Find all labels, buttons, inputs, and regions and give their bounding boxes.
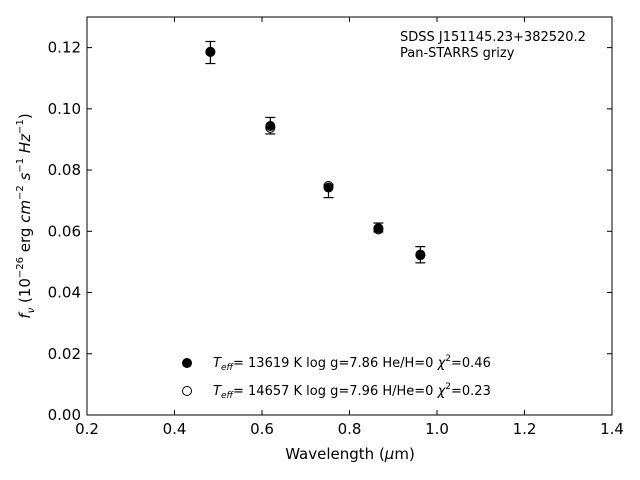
legend-label-open: Teff= 14657 K log g=7.96 H/He=0 χ2=0.23: [213, 382, 491, 401]
data-points: [205, 46, 426, 261]
y-tick-label: 0.02: [48, 345, 81, 363]
y-tick-label: 0.00: [48, 406, 81, 424]
model-point-filled: [415, 249, 426, 260]
x-tick-label: 1.2: [513, 420, 537, 438]
x-tick-label: 0.8: [338, 420, 362, 438]
y-axis-ticks: 0.00 0.02 0.04 0.06 0.08 0.10 0.12: [48, 39, 612, 424]
y-axis-label: fν (10−26 erg cm−2 s−1 Hz−1): [15, 113, 37, 318]
legend-label-filled: Teff= 13619 K log g=7.86 He/H=0 χ2=0.46: [213, 354, 491, 373]
model-point-filled: [265, 120, 276, 131]
y-tick-label: 0.04: [48, 284, 81, 302]
annotation-survey: Pan-STARRS grizy: [400, 46, 515, 61]
x-axis-label: Wavelength (μm): [285, 445, 415, 463]
x-tick-label: 0.2: [75, 420, 99, 438]
x-tick-label: 1.4: [600, 420, 624, 438]
x-tick-label: 0.4: [163, 420, 187, 438]
model-point-filled: [323, 182, 334, 193]
legend: Teff= 13619 K log g=7.86 He/H=0 χ2=0.46 …: [182, 354, 491, 401]
model-point-filled: [373, 223, 384, 234]
legend-marker-filled: [182, 358, 192, 368]
x-tick-label: 1.0: [425, 420, 449, 438]
legend-marker-open: [182, 386, 192, 396]
model-point-filled: [205, 46, 216, 57]
error-bars: [205, 40, 426, 264]
y-tick-label: 0.08: [48, 161, 81, 179]
annotation-target-name: SDSS J151145.23+382520.2: [400, 30, 586, 45]
y-tick-label: 0.12: [48, 39, 81, 57]
x-axis-ticks: 0.2 0.4 0.6 0.8 1.0 1.2 1.4: [75, 17, 624, 438]
y-tick-label: 0.10: [48, 100, 81, 118]
x-tick-label: 0.6: [250, 420, 274, 438]
y-tick-label: 0.06: [48, 222, 81, 240]
